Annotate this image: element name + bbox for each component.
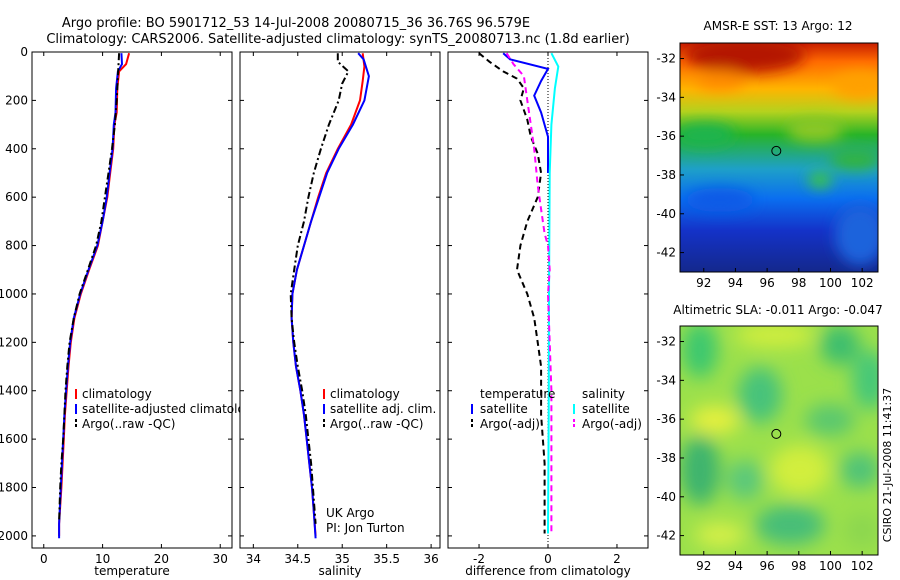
map-y-tick-label: -36 <box>656 129 676 143</box>
y-tick-label: 1600 <box>0 432 28 446</box>
x-tick-label: 0 <box>544 552 552 566</box>
x-tick-label: 36 <box>423 552 438 566</box>
salinity-plot-area <box>239 51 441 549</box>
difference-series-2 <box>547 52 560 534</box>
sla-map-title: Altimetric SLA: -0.011 Argo: -0.047 <box>673 303 882 317</box>
map-x-tick-label: 100 <box>819 559 842 573</box>
side-label: CSIRO 21-Jul-2008 11:41:37 <box>881 388 894 542</box>
x-tick-label: -2 <box>473 552 485 566</box>
legend-entry: Argo(-adj) <box>582 417 642 431</box>
temperature-series-2 <box>58 53 121 522</box>
map-y-tick-label: -38 <box>656 168 676 182</box>
y-tick-label: 1000 <box>0 287 28 301</box>
legend-heading: salinity <box>582 387 625 401</box>
map-y-tick-label: -42 <box>656 529 676 543</box>
legend-entry: climatology <box>330 387 400 401</box>
legend-entry: Argo(..raw -QC) <box>330 417 423 431</box>
x-tick-label: 34.5 <box>284 552 311 566</box>
legend-entry: Argo(..raw -QC) <box>82 417 175 431</box>
figure-title-line1: Argo profile: BO 5901712_53 14-Jul-2008 … <box>62 16 530 31</box>
legend-entry: climatology <box>82 387 152 401</box>
sla-profile-marker <box>771 428 782 439</box>
x-tick-label: 0 <box>40 552 48 566</box>
legend-entry: satellite adj. clim. <box>330 402 436 416</box>
sla-map: 92 94 96 98 100 102 -32 -34 -36 -38 -40 -42 <box>656 325 879 573</box>
x-tick-label: 2 <box>613 552 621 566</box>
map-x-tick-label: 94 <box>728 276 743 290</box>
map-x-tick-label: 98 <box>791 276 806 290</box>
sst-map-title: AMSR-E SST: 13 Argo: 12 <box>704 19 853 33</box>
y-tick-label: 400 <box>5 142 28 156</box>
map-x-tick-label: 98 <box>791 559 806 573</box>
difference-series-3 <box>505 52 553 534</box>
legend-entry: satellite <box>480 402 528 416</box>
map-y-tick-label: -34 <box>656 90 676 104</box>
y-tick-label: 200 <box>5 93 28 107</box>
difference-series-1 <box>478 52 546 534</box>
map-y-tick-label: -32 <box>656 335 676 349</box>
legend-entry: Argo(-adj) <box>480 417 540 431</box>
x-tick-label: 30 <box>213 552 228 566</box>
sst-profile-marker <box>771 145 782 156</box>
y-tick-label: 2000 <box>0 529 28 543</box>
map-x-tick-label: 94 <box>728 559 743 573</box>
map-y-tick-label: -36 <box>656 412 676 426</box>
y-tick-label: 1200 <box>0 335 28 349</box>
y-tick-label: 0 <box>20 45 28 59</box>
sst-map: 92 94 96 98 100 102 -32 -34 -36 -38 -40 -42 <box>656 42 879 290</box>
map-y-tick-label: -38 <box>656 451 676 465</box>
legend-heading: temperature <box>480 387 555 401</box>
x-tick-label: 35 <box>335 552 350 566</box>
x-tick-label: 34 <box>246 552 261 566</box>
map-x-tick-label: 102 <box>851 276 874 290</box>
panel-annotation: UK Argo <box>326 506 374 520</box>
map-y-tick-label: -42 <box>656 246 676 260</box>
salinity-xlabel: salinity <box>318 564 361 578</box>
map-x-tick-label: 102 <box>851 559 874 573</box>
x-tick-label: 20 <box>154 552 169 566</box>
salinity-series-2 <box>289 53 350 524</box>
panel-annotation: PI: Jon Turton <box>326 521 405 535</box>
difference-series-0 <box>502 52 550 173</box>
temperature-panel: 0 10 20 30 0 200 400 600 800 1000 1200 1400 1600 1800… <box>0 45 260 578</box>
map-y-tick-label: -32 <box>656 52 676 66</box>
y-tick-label: 600 <box>5 190 28 204</box>
x-tick-label: 10 <box>95 552 110 566</box>
y-tick-label: 800 <box>5 239 28 253</box>
map-x-tick-label: 92 <box>696 559 711 573</box>
map-y-tick-label: -34 <box>656 373 676 387</box>
figure-title-line2: Climatology: CARS2006. Satellite-adjuste… <box>46 32 629 47</box>
salinity-panel: 34 34.5 35 35.5 36 salinity climatologysatelli… <box>239 51 441 578</box>
salinity-series-1 <box>290 52 370 539</box>
map-y-tick-label: -40 <box>656 490 676 504</box>
temperature-plot-area <box>31 51 233 549</box>
map-x-tick-label: 96 <box>759 559 774 573</box>
difference-xlabel: difference from climatology <box>465 564 631 578</box>
legend-entry: satellite <box>582 402 630 416</box>
map-x-tick-label: 96 <box>759 276 774 290</box>
map-x-tick-label: 92 <box>696 276 711 290</box>
y-tick-label: 1400 <box>0 384 28 398</box>
y-tick-label: 1800 <box>0 481 28 495</box>
legend-entry: satellite-adjusted climatology <box>82 402 260 416</box>
map-y-tick-label: -40 <box>656 207 676 221</box>
temperature-xlabel: temperature <box>94 564 169 578</box>
map-x-tick-label: 100 <box>819 276 842 290</box>
x-tick-label: 35.5 <box>373 552 400 566</box>
